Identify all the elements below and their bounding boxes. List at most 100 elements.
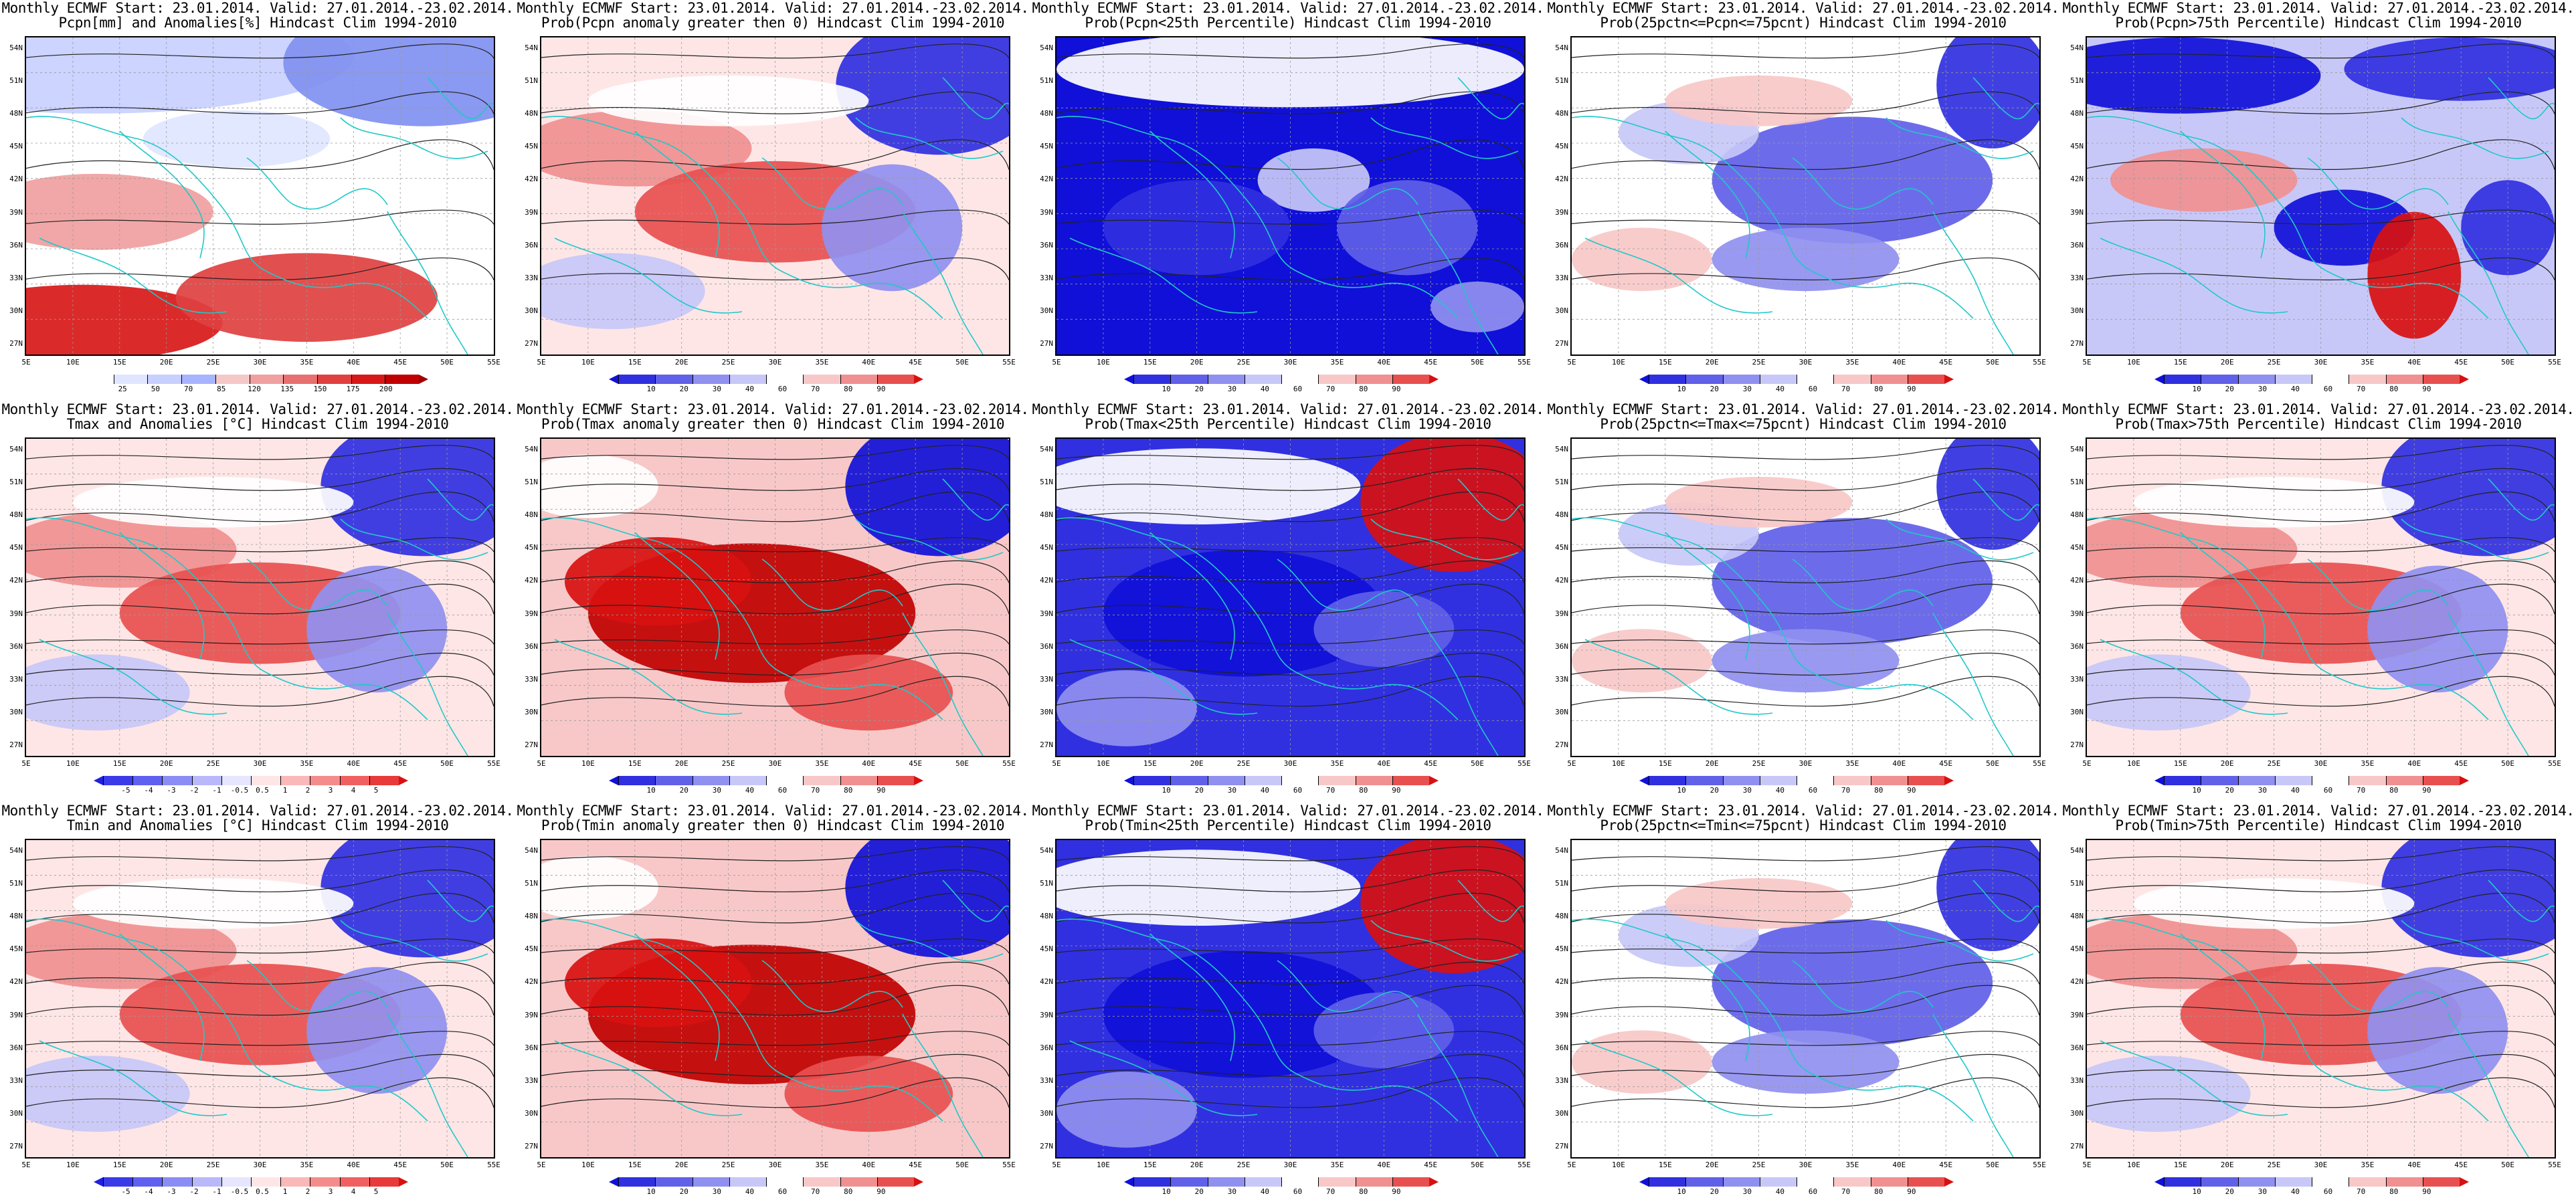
- latitude-tick-label: 39N: [9, 1010, 23, 1019]
- longitude-tick-label: 20E: [1190, 358, 1204, 367]
- field-region: [822, 164, 963, 292]
- colorbar-swatch: [655, 1177, 693, 1187]
- colorbar-tick-label: 2: [305, 786, 310, 795]
- colorbar-tick-label: 70: [811, 786, 820, 795]
- colorbar-swatch: [1833, 776, 1871, 785]
- longitude-tick-label: 15E: [1658, 759, 1672, 768]
- field-region: [306, 565, 448, 693]
- latitude-tick-label: 51N: [1040, 478, 1053, 487]
- longitude-tick-label: 45E: [2454, 759, 2468, 768]
- longitude-tick-label: 5E: [1052, 358, 1061, 367]
- field-region: [320, 840, 494, 958]
- colorbar-tick-label: 20: [1194, 786, 1204, 795]
- colorbar-left-arrow: [609, 1177, 618, 1187]
- longitude-tick-label: 40E: [347, 358, 361, 367]
- colorbar-swatch: [2274, 776, 2312, 785]
- longitude-tick-label: 35E: [1330, 759, 1344, 768]
- latitude-tick-label: 42N: [9, 977, 23, 987]
- latitude-tick-label: 27N: [2070, 1142, 2084, 1150]
- latitude-tick-label: 48N: [9, 109, 23, 118]
- longitude-tick-label: 10E: [66, 759, 80, 768]
- colorbar-tick-label: 60: [2323, 385, 2333, 393]
- colorbar-swatch: [1759, 375, 1797, 384]
- colorbar-swatch: [191, 776, 221, 785]
- latitude-tick-label: 39N: [525, 207, 538, 217]
- longitude-tick-label: 35E: [1845, 1161, 1859, 1169]
- colorbar-tick-label: 90: [1392, 1187, 1401, 1196]
- forecast-map: [25, 839, 495, 1159]
- colorbar-tick-label: 90: [877, 786, 886, 795]
- colorbar-swatch: [221, 1177, 252, 1187]
- longitude-tick-label: 20E: [159, 1161, 173, 1169]
- longitude-tick-label: 35E: [815, 358, 829, 367]
- colorbar-swatch: [339, 776, 369, 785]
- colorbar-tick-label: 20: [2225, 1187, 2234, 1196]
- longitude-tick-label: 25E: [206, 358, 220, 367]
- panel-title-line-1: Monthly ECMWF Start: 23.01.2014. Valid: …: [1547, 0, 2059, 16]
- latitude-tick-label: 42N: [1555, 576, 1568, 585]
- latitude-tick-label: 48N: [2070, 109, 2084, 118]
- colorbar-swatch: [103, 776, 133, 785]
- colorbar-swatch: [2274, 375, 2312, 384]
- longitude-tick-label: 45E: [909, 358, 923, 367]
- latitude-tick-label: 39N: [1040, 1010, 1053, 1019]
- latitude-tick-label: 33N: [1555, 674, 1568, 684]
- longitude-tick-label: 15E: [628, 358, 642, 367]
- colorbar-swatch: [1870, 776, 1908, 785]
- colorbar-swatch: [132, 776, 163, 785]
- colorbar-right-arrow: [419, 375, 429, 384]
- colorbar-tick-label: 60: [1293, 385, 1303, 393]
- colorbar-swatch: [2349, 1177, 2386, 1187]
- latitude-tick-label: 30N: [525, 707, 538, 716]
- latitude-tick-label: 27N: [525, 339, 538, 348]
- colorbar-tick-label: 70: [1326, 1187, 1336, 1196]
- forecast-map: [1055, 437, 1526, 757]
- colorbar: [1639, 1177, 1954, 1187]
- forecast-map: [1055, 36, 1526, 356]
- colorbar-tick-label: 80: [1359, 1187, 1368, 1196]
- colorbar-swatch: [618, 375, 656, 384]
- field-region: [26, 1056, 190, 1132]
- colorbar-left-arrow: [1124, 375, 1133, 384]
- field-region: [2381, 840, 2555, 958]
- colorbar-swatch: [1281, 1177, 1319, 1187]
- longitude-tick-label: 10E: [581, 358, 595, 367]
- field-region: [2133, 878, 2415, 929]
- longitude-tick-label: 45E: [1424, 759, 1438, 768]
- panel-title-line-1: Monthly ECMWF Start: 23.01.2014. Valid: …: [2062, 0, 2575, 16]
- longitude-tick-label: 35E: [1845, 759, 1859, 768]
- latitude-tick-label: 48N: [1040, 109, 1053, 118]
- latitude-tick-label: 42N: [2070, 175, 2084, 184]
- longitude-tick-label: 10E: [1096, 759, 1110, 768]
- colorbar-swatch: [369, 776, 399, 785]
- latitude-tick-label: 42N: [1040, 175, 1053, 184]
- longitude-tick-label: 20E: [2220, 1161, 2234, 1169]
- colorbar-tick-label: -5: [121, 1187, 130, 1196]
- latitude-tick-label: 36N: [525, 1043, 538, 1052]
- longitude-tick-label: 35E: [2361, 358, 2375, 367]
- colorbar-tick-label: 120: [248, 385, 261, 393]
- colorbar-tick-label: 3: [328, 1187, 333, 1196]
- colorbar-swatch: [280, 776, 310, 785]
- forecast-field: [26, 840, 494, 1157]
- colorbar-tick-label: 30: [2258, 385, 2267, 393]
- field-region: [2087, 1056, 2251, 1132]
- latitude-tick-label: 33N: [9, 674, 23, 684]
- latitude-tick-label: 45N: [525, 543, 538, 553]
- colorbar-tick-label: 80: [1359, 786, 1368, 795]
- colorbar-swatch: [1797, 776, 1834, 785]
- colorbar-tick-label: 30: [2258, 786, 2267, 795]
- colorbar-tick-label: 90: [1907, 1187, 1916, 1196]
- colorbar-swatch: [2385, 1177, 2423, 1187]
- colorbar-swatch: [1170, 375, 1208, 384]
- field-region: [2087, 654, 2251, 731]
- forecast-field: [26, 37, 494, 355]
- colorbar: [1639, 375, 1954, 384]
- longitude-tick-label: 20E: [159, 358, 173, 367]
- colorbar-swatch: [2237, 1177, 2275, 1187]
- field-region: [845, 439, 1009, 557]
- longitude-tick-label: 40E: [1892, 1161, 1906, 1169]
- longitude-tick-label: 55E: [1002, 358, 1016, 367]
- latitude-tick-label: 27N: [525, 740, 538, 749]
- colorbar-swatch: [1207, 776, 1245, 785]
